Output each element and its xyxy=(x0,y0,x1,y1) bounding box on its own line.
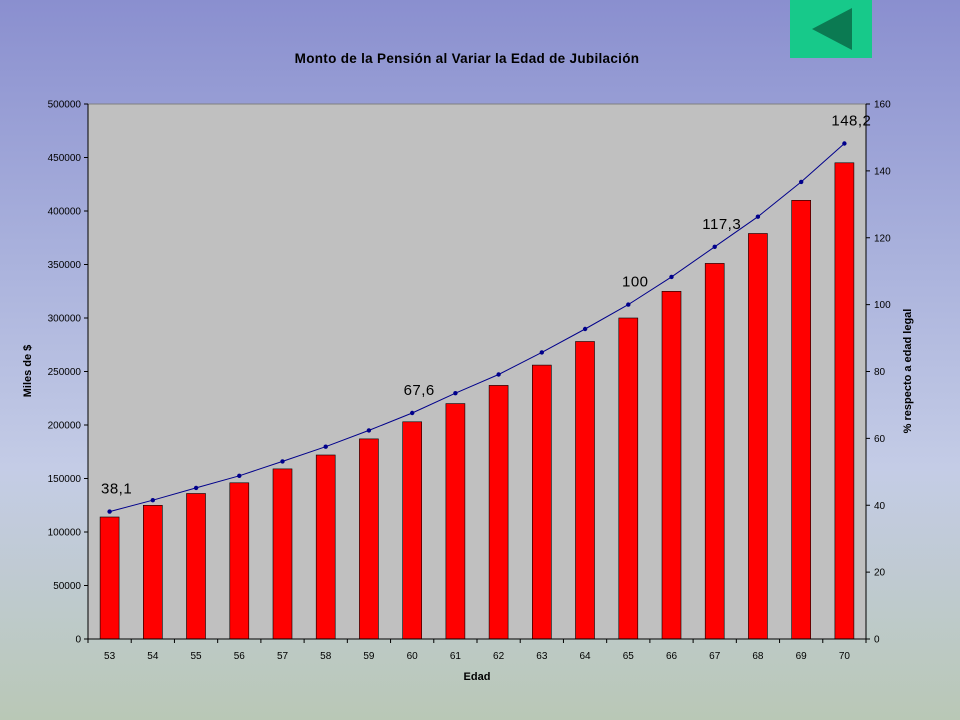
x-tick-label: 57 xyxy=(277,651,289,662)
y-tick-label: 400000 xyxy=(48,207,82,218)
y2-tick-label: 140 xyxy=(874,166,891,177)
line-point-68 xyxy=(755,214,761,219)
data-label-67: 117,3 xyxy=(702,216,741,233)
line-point-63 xyxy=(539,350,544,355)
line-point-69 xyxy=(799,179,804,185)
line-point-53 xyxy=(107,509,112,514)
y-tick-label: 500000 xyxy=(48,100,82,111)
y-tick-label: 0 xyxy=(75,635,81,646)
y2-axis-label: % respecto a edad legal xyxy=(902,309,914,434)
y-tick-label: 350000 xyxy=(48,260,82,271)
bar-60 xyxy=(402,421,423,640)
y-tick-label: 300000 xyxy=(48,314,82,325)
bar-56 xyxy=(229,482,250,640)
line-point-65 xyxy=(626,302,631,307)
bar-55 xyxy=(186,493,206,640)
data-label-70: 148,2 xyxy=(831,112,871,129)
x-tick-label: 55 xyxy=(190,651,202,662)
bar-58 xyxy=(315,454,336,640)
y2-tick-label: 0 xyxy=(874,635,880,646)
x-tick-label: 67 xyxy=(709,651,721,662)
line-point-67 xyxy=(712,244,717,249)
y2-tick-label: 40 xyxy=(874,501,886,512)
line-point-57 xyxy=(280,459,285,464)
bar-65 xyxy=(618,317,639,640)
y2-tick-label: 100 xyxy=(874,300,891,311)
bar-62 xyxy=(488,385,509,640)
y-tick-label: 100000 xyxy=(48,528,82,539)
line-point-61 xyxy=(453,391,458,396)
x-tick-label: 56 xyxy=(234,651,246,662)
y-tick-label: 150000 xyxy=(48,474,82,485)
y-tick-label: 450000 xyxy=(48,153,82,164)
data-label-65: 100 xyxy=(622,274,649,291)
x-tick-label: 60 xyxy=(407,651,419,662)
line-point-70 xyxy=(842,141,847,146)
line-point-59 xyxy=(366,428,372,433)
line-point-54 xyxy=(150,498,155,503)
x-tick-label: 70 xyxy=(839,651,851,662)
x-tick-label: 53 xyxy=(104,651,116,662)
x-tick-label: 61 xyxy=(450,651,462,662)
line-point-60 xyxy=(410,410,415,416)
percent-line xyxy=(109,143,845,513)
y2-tick-label: 80 xyxy=(874,367,886,378)
x-tick-label: 66 xyxy=(666,651,678,662)
x-tick-label: 64 xyxy=(579,651,591,662)
bar-69 xyxy=(791,200,812,640)
bar-57 xyxy=(272,468,293,640)
line-point-55 xyxy=(193,485,199,491)
bar-63 xyxy=(531,364,552,640)
bar-68 xyxy=(748,233,768,640)
y2-tick-label: 20 xyxy=(874,568,886,579)
x-tick-label: 69 xyxy=(796,651,808,662)
x-tick-label: 58 xyxy=(320,651,332,662)
line-point-66 xyxy=(669,274,674,280)
y-tick-label: 250000 xyxy=(48,367,82,378)
back-button[interactable] xyxy=(790,0,872,58)
bar-66 xyxy=(661,290,682,640)
bar-64 xyxy=(575,341,595,640)
y-axis-label: Miles de $ xyxy=(22,345,34,398)
x-tick-label: 65 xyxy=(623,651,635,662)
x-tick-label: 54 xyxy=(147,651,159,662)
y2-tick-label: 120 xyxy=(874,233,891,244)
y-tick-label: 50000 xyxy=(53,581,81,592)
chart-title: Monto de la Pensión al Variar la Edad de… xyxy=(295,51,640,66)
plot-area xyxy=(87,103,867,640)
y2-tick-label: 160 xyxy=(874,100,891,111)
line-point-58 xyxy=(323,444,328,449)
y2-tick-label: 60 xyxy=(874,434,886,445)
bar-67 xyxy=(704,263,725,640)
x-tick-label: 63 xyxy=(536,651,548,662)
y-tick-label: 200000 xyxy=(48,421,82,432)
line-point-64 xyxy=(582,326,588,332)
bar-54 xyxy=(143,504,163,640)
data-label-60: 67,6 xyxy=(404,382,435,399)
bar-53 xyxy=(99,516,120,640)
x-tick-label: 62 xyxy=(493,651,505,662)
x-tick-label: 68 xyxy=(752,651,764,662)
bar-70 xyxy=(834,162,855,640)
line-point-56 xyxy=(237,473,242,478)
x-tick-label: 59 xyxy=(363,651,375,662)
line-point-62 xyxy=(496,372,501,377)
data-label-53: 38,1 xyxy=(101,481,132,498)
triangle-left-icon xyxy=(812,8,852,50)
bar-61 xyxy=(445,403,466,640)
bar-59 xyxy=(359,438,379,640)
x-axis-label: Edad xyxy=(464,671,491,683)
